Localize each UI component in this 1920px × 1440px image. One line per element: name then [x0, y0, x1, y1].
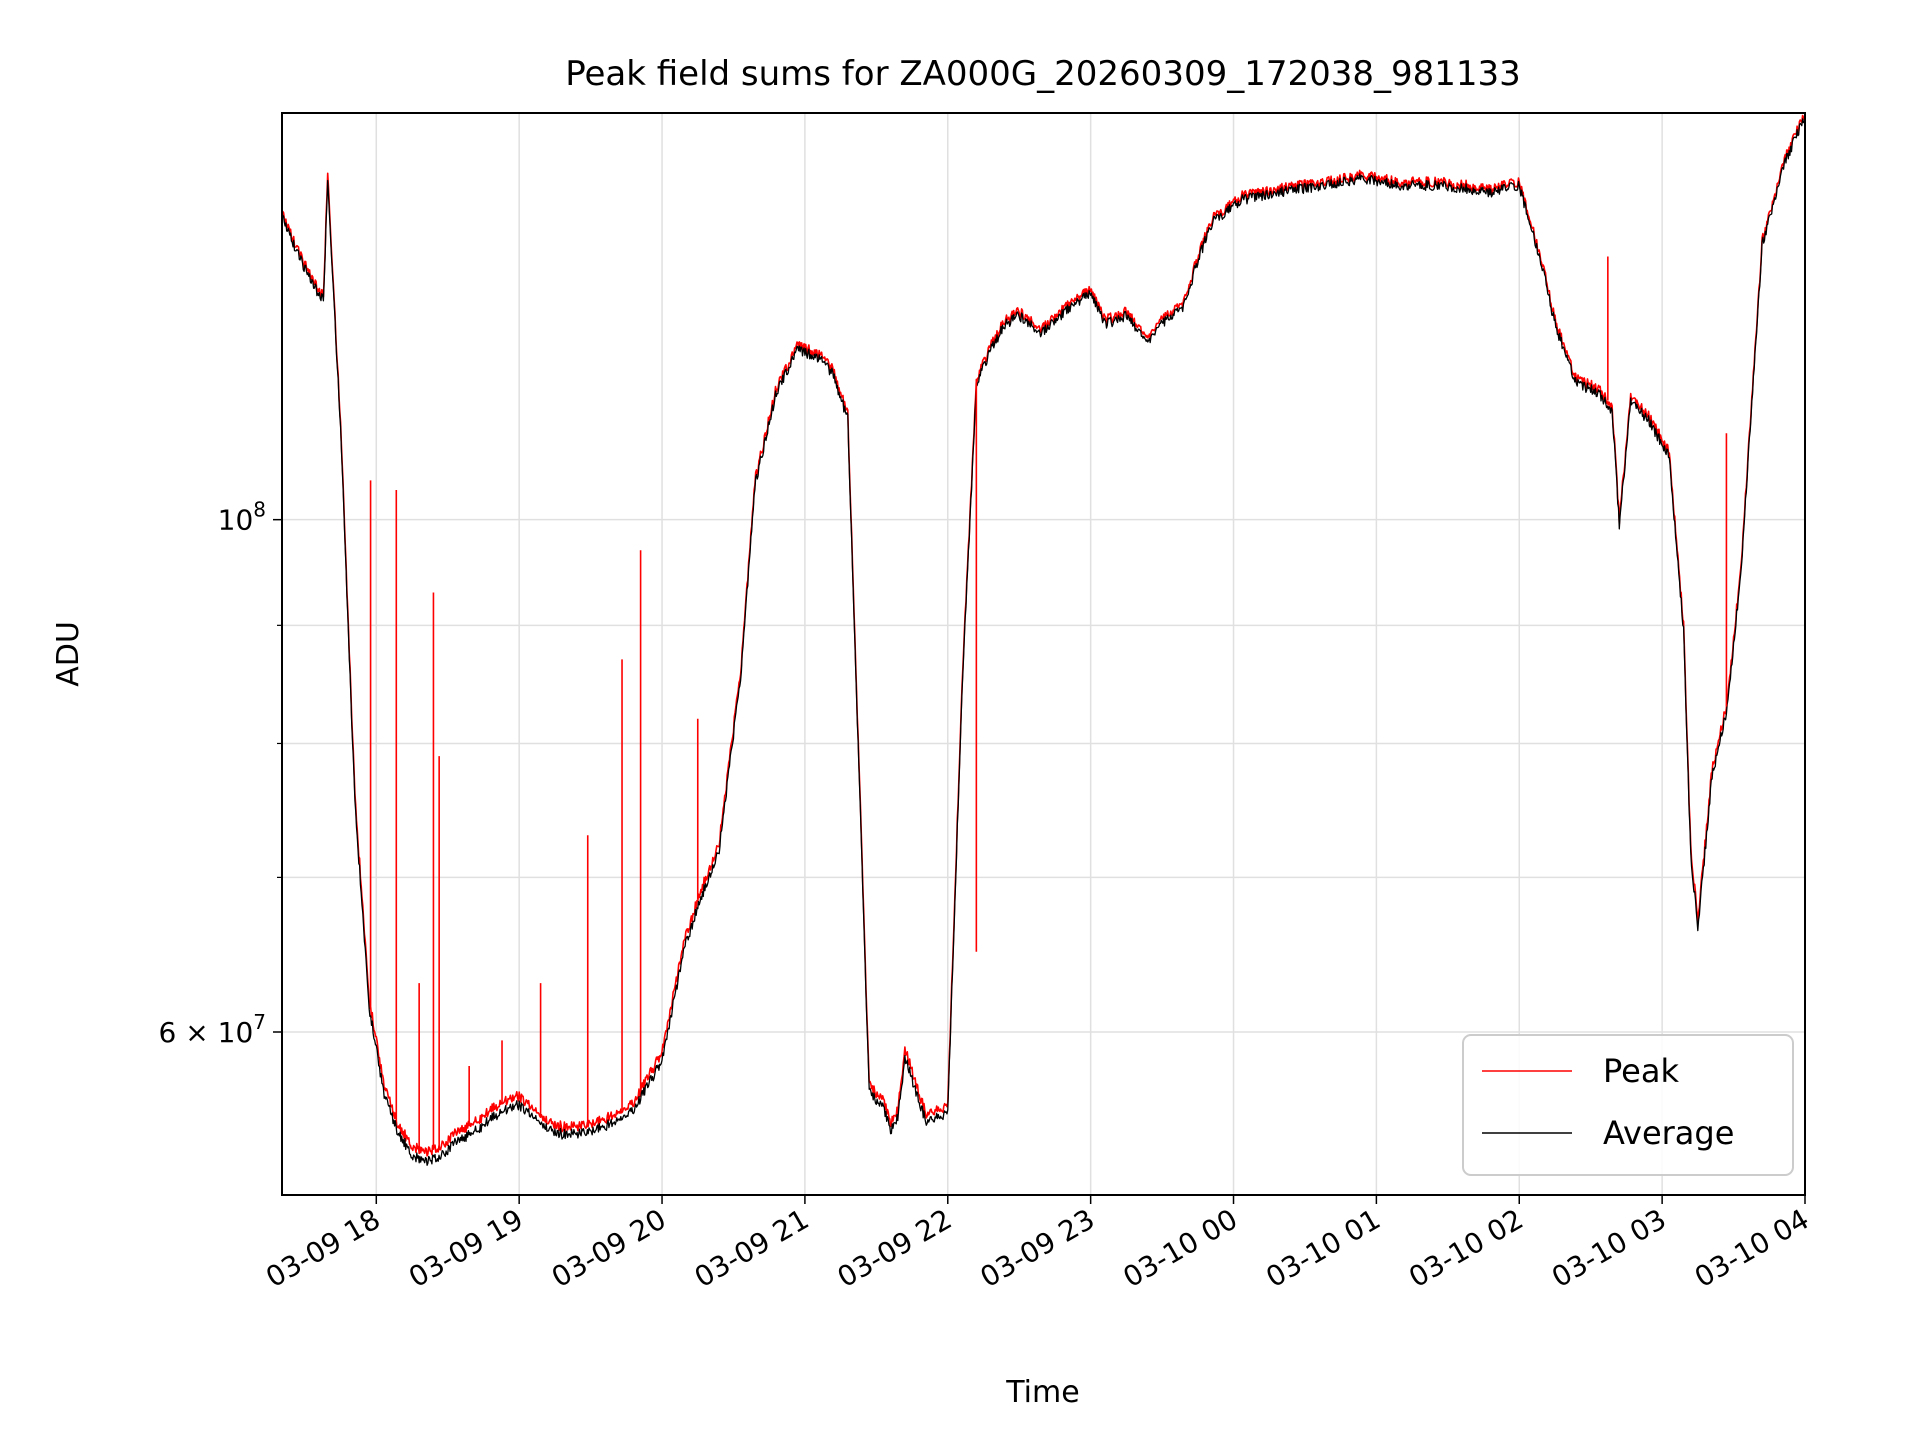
legend-box [1462, 1034, 1794, 1176]
x-axis-label: Time [1005, 1375, 1079, 1410]
series-line-peak [281, 112, 1806, 1157]
y-axis-label: ADU [51, 621, 86, 687]
plot-frame [281, 112, 1806, 1196]
legend-label-average: Average [1603, 1114, 1734, 1152]
chart-title: Peak field sums for ZA000G_20260309_1720… [565, 54, 1521, 94]
y-axis: 6 × 107 108 [159, 498, 282, 1049]
y-tick-label: 6 × 107 [159, 1010, 266, 1049]
series-layer [281, 112, 1806, 1166]
y-tick-label: 108 [218, 498, 266, 537]
legend: Peak Average [1462, 1034, 1794, 1176]
series-line-average [281, 116, 1806, 1166]
legend-label-peak: Peak [1603, 1052, 1679, 1090]
